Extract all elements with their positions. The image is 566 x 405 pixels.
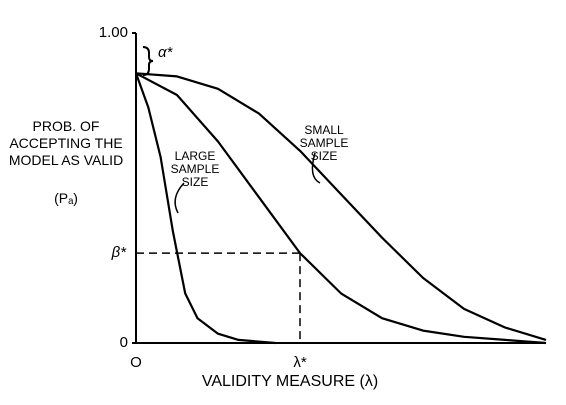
alpha-brace: [142, 46, 154, 76]
curve: [134, 72, 276, 345]
alpha-label: α*: [158, 44, 174, 61]
x-tick-label: O: [130, 354, 142, 371]
curve: [135, 72, 547, 345]
beta-label: β*: [111, 244, 128, 261]
leader: [311, 152, 321, 184]
leader: [174, 182, 185, 214]
y-axis-label: PROB. OF ACCEPTING THE MODEL AS VALID: [8, 118, 124, 168]
series-label: SMALL SAMPLE SIZE: [299, 123, 349, 163]
y-tick-label: 1.00: [99, 24, 128, 41]
lambda-label: λ*: [293, 354, 307, 371]
series-label: LARGE SAMPLE SIZE: [170, 149, 220, 189]
curve: [135, 72, 547, 341]
y-axis-symbol: (Pₐ): [54, 190, 78, 206]
x-axis-label: VALIDITY MEASURE (λ): [201, 373, 379, 390]
y-tick-label: 0: [120, 334, 128, 351]
